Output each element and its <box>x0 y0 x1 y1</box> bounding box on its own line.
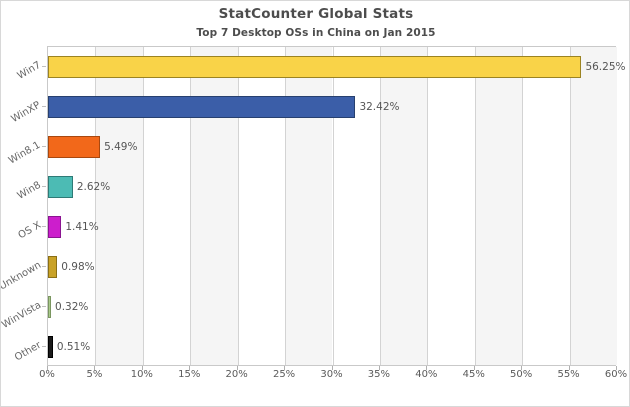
gridline <box>522 47 524 365</box>
x-axis-tick-label: 40% <box>415 369 438 380</box>
bar[interactable] <box>48 336 53 358</box>
bar-value-label: 32.42% <box>359 101 400 113</box>
x-axis-tick-label: 20% <box>225 369 248 380</box>
bar-value-label: 1.41% <box>65 221 99 233</box>
bar-row: 0.51% <box>48 336 615 358</box>
y-tick-mark <box>42 226 46 227</box>
plot-band <box>569 47 617 365</box>
gridline <box>379 47 381 365</box>
x-tick-mark <box>189 366 191 370</box>
bar[interactable] <box>48 96 356 118</box>
gridline <box>142 47 144 365</box>
gridline <box>474 47 476 365</box>
x-axis-tick-label: 5% <box>86 369 103 380</box>
x-axis-tick-label: 10% <box>130 369 153 380</box>
x-tick-mark <box>141 366 143 370</box>
bar-value-label: 56.25% <box>585 61 626 73</box>
x-axis-tick-label: 15% <box>178 369 201 380</box>
plot-area: 56.25% 32.42% 5.49% 2.62% 1.41% 0.98% 0.32% 0.5… <box>47 46 625 366</box>
x-axis-tick-label: 55% <box>557 369 580 380</box>
bar-value-label: 0.51% <box>56 341 91 353</box>
bar-row: 1.41% <box>48 216 615 238</box>
y-axis-label-win7: Win7 <box>15 59 43 82</box>
chart-subtitle: Top 7 Desktop OSs in China on Jan 2015 <box>196 27 436 39</box>
x-axis-tick-label: 35% <box>367 369 391 380</box>
bar[interactable] <box>48 56 582 78</box>
x-axis-tick-label: 50% <box>510 369 533 380</box>
y-tick-mark <box>42 346 46 347</box>
bar-row: 32.42% <box>48 96 615 118</box>
bar-row: 5.49% <box>48 136 615 158</box>
y-axis-label-winxp: WinXP <box>9 99 43 126</box>
plot-band <box>379 47 428 365</box>
x-tick-mark <box>473 366 475 370</box>
bar-value-label: 2.62% <box>76 181 111 193</box>
x-axis-tick-label: 0% <box>39 369 55 380</box>
y-tick-mark <box>42 146 46 147</box>
x-tick-mark <box>568 366 570 370</box>
gridline <box>237 47 239 365</box>
x-tick-mark <box>47 366 48 370</box>
gridline <box>569 47 571 365</box>
bar[interactable] <box>48 136 101 158</box>
x-tick-mark <box>94 366 96 370</box>
x-tick-mark <box>284 366 286 370</box>
bar[interactable] <box>48 256 58 278</box>
y-axis-label-winvista: WinVista <box>0 299 43 331</box>
y-axis-label-unknown: Unknown <box>0 259 43 293</box>
y-tick-mark <box>42 66 46 67</box>
y-axis-label-win8: Win8 <box>15 179 43 202</box>
x-axis-tick-label: 30% <box>320 369 343 380</box>
y-tick-mark <box>42 186 46 187</box>
bar-row: 56.25% <box>48 56 625 78</box>
bar-value-label: 5.49% <box>104 141 138 153</box>
x-tick-mark <box>521 366 523 370</box>
x-tick-mark <box>426 366 428 370</box>
bar[interactable] <box>48 176 73 198</box>
bar-value-label: 0.98% <box>61 261 95 273</box>
y-tick-mark <box>42 306 46 307</box>
x-tick-mark <box>331 366 333 370</box>
gridline <box>285 47 287 365</box>
x-axis-tick-label: 60% <box>604 369 628 380</box>
y-tick-mark <box>42 106 46 107</box>
gridline <box>95 47 97 365</box>
chart-title: StatCounter Global Stats <box>218 6 414 22</box>
bar-row: 0.98% <box>48 256 615 278</box>
y-axis-label-os-x: OS X <box>16 219 43 242</box>
x-axis-tick-label: 25% <box>272 369 296 380</box>
plot-band <box>474 47 523 365</box>
y-axis-label-other: Other <box>12 339 43 364</box>
gridline <box>190 47 192 365</box>
x-tick-mark <box>616 366 617 370</box>
gridline <box>427 47 429 365</box>
x-tick-mark <box>378 366 380 370</box>
bar[interactable] <box>48 216 62 238</box>
bar-row: 2.62% <box>48 176 615 198</box>
bar[interactable] <box>48 296 52 318</box>
bar-row: 0.32% <box>48 296 615 318</box>
x-axis-tick-label: 45% <box>462 369 485 380</box>
bar-value-label: 0.32% <box>55 301 89 313</box>
gridline <box>332 47 334 365</box>
x-tick-mark <box>236 366 238 370</box>
y-axis-label-win8-1: Win8.1 <box>7 139 43 167</box>
y-tick-mark <box>42 266 46 267</box>
